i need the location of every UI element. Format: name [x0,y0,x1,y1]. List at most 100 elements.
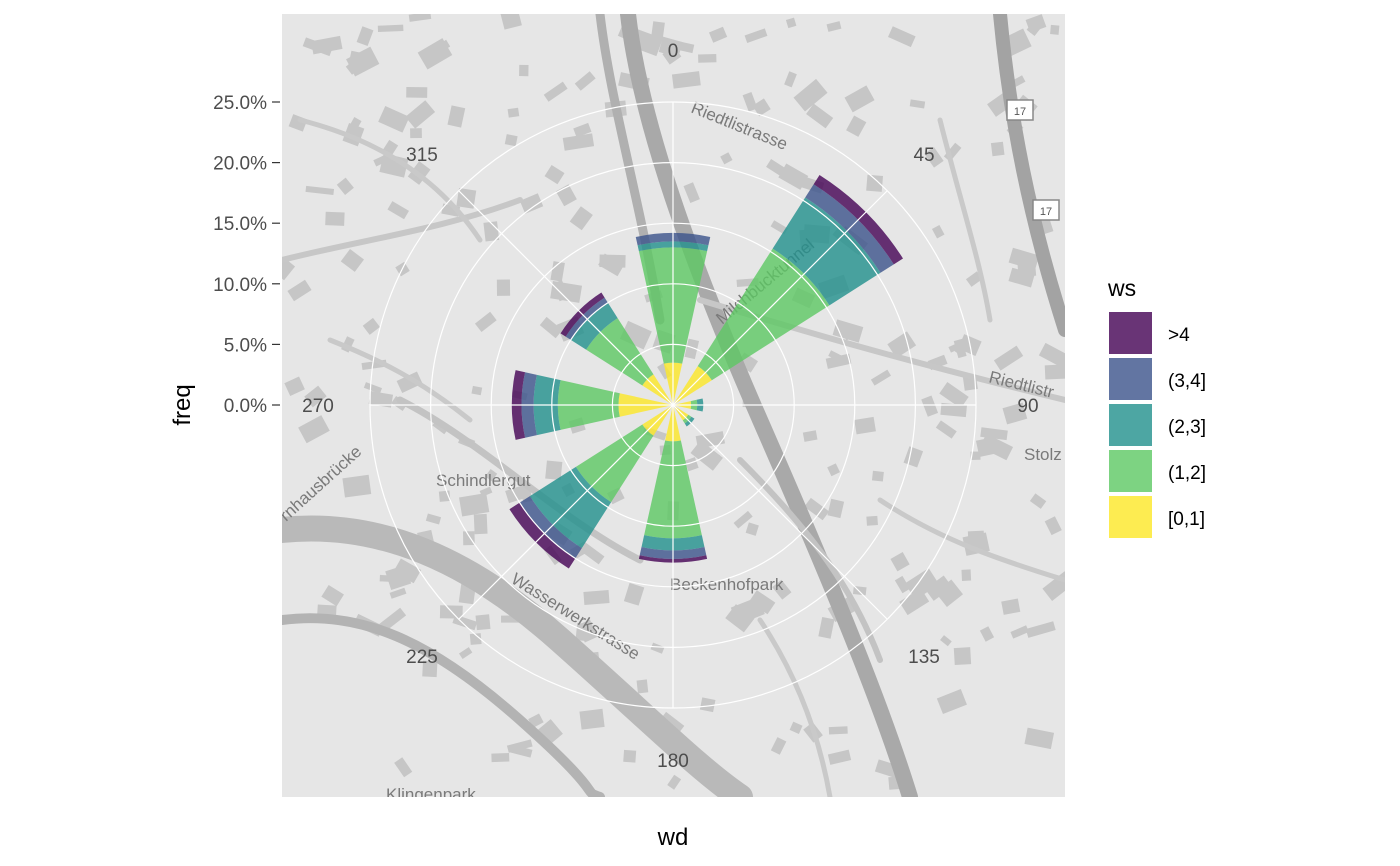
map-building [975,436,999,458]
angle-tick-label: 270 [302,396,334,417]
grid-spoke [458,404,674,620]
map-building [368,391,394,408]
map-building [924,146,944,168]
map-building [708,26,728,43]
map-building [980,427,1008,441]
map-building [583,590,610,605]
map-building [1042,571,1065,601]
map-building [305,185,335,195]
map-building [1025,621,1056,638]
map-building [447,105,466,128]
radial-tick-labels: 0.0% 5.0% 10.0% 15.0% 20.0% 25.0% [213,93,267,417]
map-building [667,774,682,790]
map-building [940,635,952,647]
radial-tick-label: 20.0% [213,154,267,175]
map-building [479,486,493,497]
basemap-roads [282,14,1065,797]
map-building [904,568,940,600]
radial-tick-label: 15.0% [213,214,267,235]
map-building [866,174,884,192]
map-building [317,604,337,615]
map-building [550,261,565,282]
map-building [671,71,701,89]
map-building [298,415,330,444]
map-building [385,564,412,590]
map-building [458,647,473,659]
map-building [598,253,625,277]
wedge-180->4 [638,555,708,563]
map-building [389,587,407,599]
legend-label: (2,3] [1168,417,1206,438]
map-building [720,152,733,165]
map-building [793,78,828,112]
map-building [459,493,490,517]
map-building [379,153,409,178]
map-building [491,753,510,763]
map-building [340,249,365,272]
angle-tick-label: 90 [1017,396,1038,417]
map-building [804,497,830,521]
map-building [993,345,1024,371]
map-building [496,279,511,296]
map-building [841,325,859,341]
map-building [1050,24,1060,35]
map-building [772,579,792,600]
map-building [948,340,967,353]
map-label-stolz: Stolz [1024,445,1062,464]
angle-tick-label: 135 [908,647,940,668]
map-building [752,98,771,117]
radial-tick-label: 0.0% [224,396,267,417]
map-building [623,582,645,606]
grid-spoke [458,190,674,406]
map-building [1044,516,1062,536]
map-building [1038,342,1065,369]
angle-tick-labels: 0 45 90 135 180 225 270 315 [302,41,1038,772]
map-building [827,498,845,519]
x-axis-title: wd [657,824,689,851]
route-shield-17-a: 17 [1006,99,1034,121]
angle-tick-label: 180 [657,751,689,772]
map-building [683,182,700,203]
map-building [744,28,768,43]
map-building [474,311,497,332]
map-building [408,14,432,22]
legend-items: >4 (3,4] (2,3] (1,2] [0,1] [1109,312,1206,538]
map-building [770,220,788,235]
map-building [387,201,409,220]
map-building [979,626,995,642]
map-building [936,689,967,715]
angle-tick-label: 0 [668,41,679,62]
legend-label: [0,1] [1168,509,1205,530]
map-building [539,316,563,339]
radial-tick-label: 5.0% [224,335,267,356]
map-building [363,382,383,394]
map-building [785,17,797,29]
map-building [342,474,372,498]
map-building [826,21,842,32]
map-building [650,642,665,654]
map-building [827,749,852,765]
map-building [310,35,343,55]
map-building [1002,402,1028,425]
map-building [336,177,354,195]
map-building [887,331,917,359]
map-building [806,103,834,129]
angle-tick-label: 45 [913,145,934,166]
map-building [410,128,422,139]
map-building [504,134,518,147]
map-building [961,569,972,581]
map-building [377,24,404,33]
map-building [1025,14,1047,33]
map-building [577,619,598,643]
map-building [742,91,758,112]
map-building [925,575,953,601]
map-building [569,206,593,231]
map-building [579,708,605,730]
map-building [828,726,848,735]
map-building [1029,493,1047,509]
map-building [1008,267,1035,288]
grid-spoke [672,404,888,620]
map-building [396,371,423,394]
map-building [321,584,344,607]
map-building [953,647,972,666]
